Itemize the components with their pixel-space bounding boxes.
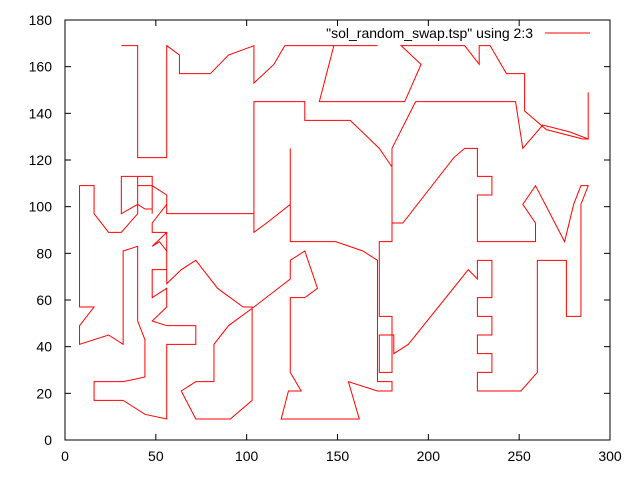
legend: "sol_random_swap.tsp" using 2:3 [326, 25, 590, 41]
plot-frame [64, 19, 611, 441]
legend-label: "sol_random_swap.tsp" using 2:3 [326, 25, 533, 41]
y-tick-label: 120 [29, 152, 53, 168]
y-tick-label: 160 [29, 59, 53, 75]
y-tick-label: 20 [36, 385, 52, 401]
series-layer [79, 44, 589, 420]
y-tick-label: 0 [44, 432, 52, 448]
series-line [79, 44, 589, 420]
x-tick-label: 250 [507, 448, 531, 464]
x-tick-label: 300 [598, 448, 622, 464]
x-tick-label: 50 [148, 448, 164, 464]
x-tick-label: 200 [417, 448, 441, 464]
x-tick-label: 100 [235, 448, 259, 464]
y-tick-label: 40 [36, 339, 52, 355]
y-tick-label: 180 [29, 12, 53, 28]
y-tick-label: 60 [36, 292, 52, 308]
x-tick-label: 150 [326, 448, 350, 464]
x-tick-labels: 0 50 100 150 200 250 300 [61, 448, 622, 464]
tick-marks [64, 19, 611, 441]
y-tick-labels: 0 20 40 60 80 100 120 140 160 180 [29, 12, 53, 448]
y-tick-label: 80 [36, 245, 52, 261]
y-tick-label: 140 [29, 105, 53, 121]
y-tick-label: 100 [29, 199, 53, 215]
x-tick-label: 0 [61, 448, 69, 464]
